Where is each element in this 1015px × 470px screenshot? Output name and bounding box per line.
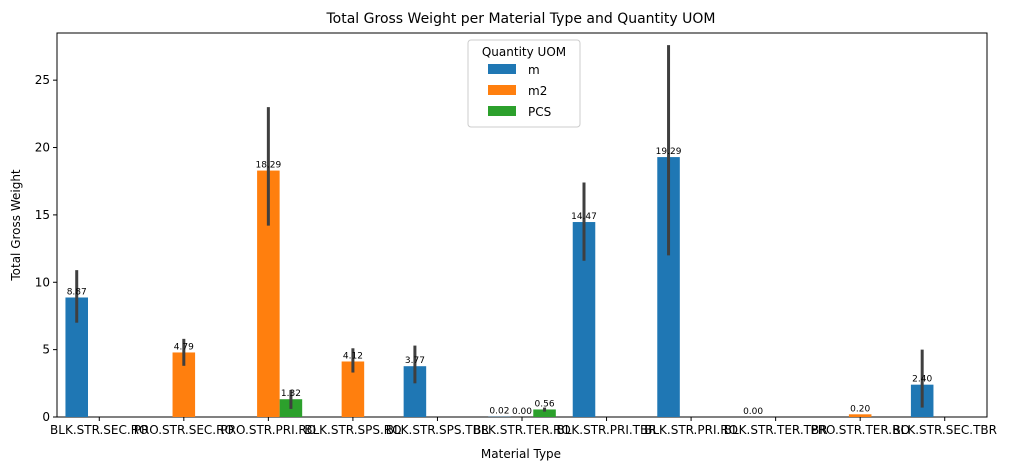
x-tick-label: BLK.STR.SPS.TBR <box>386 423 489 437</box>
legend-swatch-m <box>488 64 516 74</box>
x-tick-label: PRO.STR.TER.RO <box>810 423 909 437</box>
x-tick-label: BLK.STR.TER.TBR <box>724 423 828 437</box>
x-tick-label: BLK.STR.TER.RO <box>473 423 571 437</box>
y-tick-label: 5 <box>42 343 50 357</box>
x-tick-label: BLK.STR.SEC.TBR <box>892 423 997 437</box>
data-label: 0.00 <box>512 407 532 417</box>
bar-m2-3 <box>341 361 365 417</box>
y-tick-label: 10 <box>35 275 50 289</box>
data-label: 0.56 <box>535 399 555 409</box>
data-label: 1.32 <box>281 389 301 399</box>
x-tick-label: PRO.STR.PRI.RO <box>220 423 316 437</box>
y-tick-label: 15 <box>35 208 50 222</box>
x-tick-label: PRO.STR.SEC.RO <box>134 423 234 437</box>
y-axis-title: Total Gross Weight <box>9 169 23 282</box>
legend-label-PCS: PCS <box>528 105 551 119</box>
bar-m-6 <box>572 222 596 417</box>
x-tick-label: BLK.STR.SPS.RO <box>304 423 401 437</box>
legend-label-m2: m2 <box>528 84 547 98</box>
data-label: 4.79 <box>174 342 194 352</box>
chart-title: Total Gross Weight per Material Type and… <box>326 11 716 27</box>
data-label: 14.47 <box>571 212 597 222</box>
bar-m2-2 <box>257 170 280 417</box>
data-label: 2.40 <box>912 375 932 385</box>
y-tick-label: 25 <box>35 73 50 87</box>
bar-m2-1 <box>172 352 196 417</box>
bar-m-7 <box>657 157 680 417</box>
legend-label-m: m <box>528 63 540 77</box>
data-label: 3.77 <box>405 356 425 366</box>
plot-area: 0510152025BLK.STR.SEC.ROPRO.STR.SEC.ROPR… <box>35 32 997 437</box>
legend-swatch-m2 <box>488 85 516 95</box>
legend-box <box>467 39 581 128</box>
legend-title: Quantity UOM <box>482 45 566 59</box>
x-axis-title: Material Type <box>481 447 561 461</box>
bar-m-0 <box>65 297 88 417</box>
data-label: 8.87 <box>67 287 87 297</box>
data-label: 19.29 <box>656 147 682 157</box>
bar-m2-9 <box>848 414 872 417</box>
data-label: 0.02 <box>489 407 509 417</box>
data-label: 0.20 <box>850 404 870 414</box>
bar-PCS-5 <box>533 409 556 417</box>
legend: Quantity UOM m m2 PCS <box>467 39 581 128</box>
x-tick-label: BLK.STR.SEC.RO <box>50 423 148 437</box>
bar-m-4 <box>403 366 427 417</box>
y-tick-label: 20 <box>35 141 50 155</box>
x-tick-label: BLK.STR.PRI.RO <box>644 423 738 437</box>
data-label: 18.29 <box>255 161 281 171</box>
data-label: 0.00 <box>743 407 763 417</box>
y-tick-label: 0 <box>42 410 50 424</box>
data-label: 4.12 <box>343 351 363 361</box>
legend-swatch-PCS <box>488 106 516 116</box>
x-tick-label: BLK.STR.PRI.TBR <box>556 423 656 437</box>
